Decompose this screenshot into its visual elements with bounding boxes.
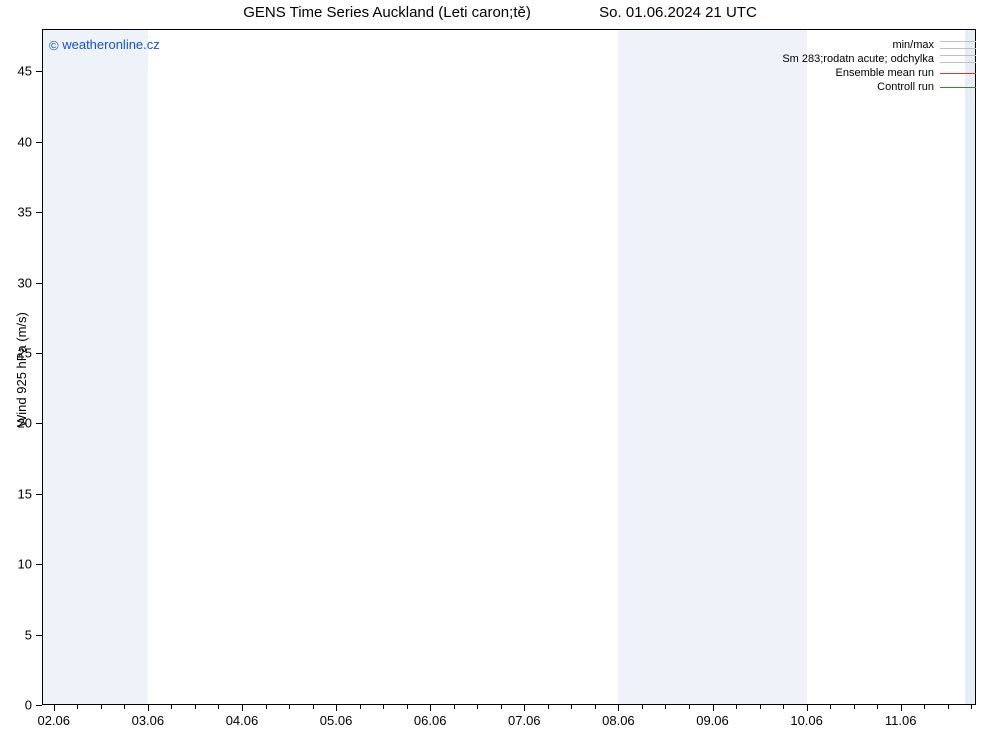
legend-swatch — [940, 53, 976, 65]
x-tick-minor — [383, 705, 384, 709]
x-tick-minor — [948, 705, 949, 709]
legend-label: Controll run — [877, 80, 940, 94]
x-tick-minor — [313, 705, 314, 709]
x-tick-minor — [218, 705, 219, 709]
y-tick-label: 40 — [18, 134, 42, 149]
chart-title-left: GENS Time Series Auckland (Leti caron;tě… — [243, 4, 531, 21]
chart-title-right: So. 01.06.2024 21 UTC — [599, 4, 757, 21]
x-tick-label: 08.06 — [602, 705, 635, 728]
watermark-text: weatheronline.cz — [62, 37, 160, 52]
chart-title-row: GENS Time Series Auckland (Leti caron;tě… — [0, 4, 1000, 21]
x-tick-minor — [642, 705, 643, 709]
x-tick-label: 09.06 — [696, 705, 729, 728]
x-tick-minor — [736, 705, 737, 709]
legend-label: Ensemble mean run — [836, 66, 940, 80]
run-end-band — [965, 29, 976, 705]
copyright-icon: © — [49, 38, 59, 53]
legend-item: min/max — [782, 38, 976, 52]
x-tick-minor — [289, 705, 290, 709]
x-tick-minor — [360, 705, 361, 709]
x-tick-minor — [477, 705, 478, 709]
x-tick-minor — [783, 705, 784, 709]
y-tick-label: 5 — [25, 627, 42, 642]
y-tick-label: 35 — [18, 205, 42, 220]
x-tick-minor — [689, 705, 690, 709]
legend-item: Ensemble mean run — [782, 66, 976, 80]
x-tick-label: 11.06 — [885, 705, 917, 728]
y-tick-label: 30 — [18, 275, 42, 290]
legend-item: Controll run — [782, 80, 976, 94]
x-tick-minor — [665, 705, 666, 709]
x-tick-label: 02.06 — [37, 705, 70, 728]
x-tick-minor — [171, 705, 172, 709]
x-tick-minor — [195, 705, 196, 709]
weekend-band — [42, 29, 148, 705]
x-tick-minor — [854, 705, 855, 709]
x-tick-label: 04.06 — [226, 705, 259, 728]
x-tick-minor — [407, 705, 408, 709]
x-tick-label: 10.06 — [790, 705, 823, 728]
y-tick-label: 15 — [18, 486, 42, 501]
x-tick-minor — [877, 705, 878, 709]
weekend-band — [618, 29, 806, 705]
x-tick-minor — [501, 705, 502, 709]
x-tick-label: 06.06 — [414, 705, 447, 728]
legend-item: Sm 283;rodatn acute; odchylka — [782, 52, 976, 66]
y-tick-label: 10 — [18, 557, 42, 572]
legend-label: Sm 283;rodatn acute; odchylka — [782, 52, 940, 66]
x-tick-minor — [760, 705, 761, 709]
legend-swatch — [940, 67, 976, 79]
x-tick-minor — [454, 705, 455, 709]
x-tick-minor — [830, 705, 831, 709]
x-tick-minor — [971, 705, 972, 709]
x-tick-minor — [924, 705, 925, 709]
watermark: © weatheronline.cz — [49, 37, 160, 53]
legend-swatch — [940, 39, 976, 51]
x-tick-label: 07.06 — [508, 705, 541, 728]
x-tick-minor — [124, 705, 125, 709]
legend: min/maxSm 283;rodatn acute; odchylkaEnse… — [782, 38, 976, 94]
x-tick-minor — [77, 705, 78, 709]
chart-container: GENS Time Series Auckland (Leti caron;tě… — [0, 0, 1000, 733]
y-axis-label: Wind 925 hPa (m/s) — [14, 312, 29, 427]
plot-border — [42, 29, 976, 705]
x-tick-minor — [101, 705, 102, 709]
x-tick-label: 05.06 — [320, 705, 353, 728]
x-tick-minor — [266, 705, 267, 709]
x-tick-label: 03.06 — [132, 705, 165, 728]
x-tick-minor — [548, 705, 549, 709]
plot-area: 05101520253035404502.0603.0604.0605.0606… — [42, 29, 976, 705]
legend-label: min/max — [892, 38, 940, 52]
x-tick-minor — [571, 705, 572, 709]
legend-swatch — [940, 81, 976, 93]
y-tick-label: 45 — [18, 64, 42, 79]
x-tick-minor — [595, 705, 596, 709]
